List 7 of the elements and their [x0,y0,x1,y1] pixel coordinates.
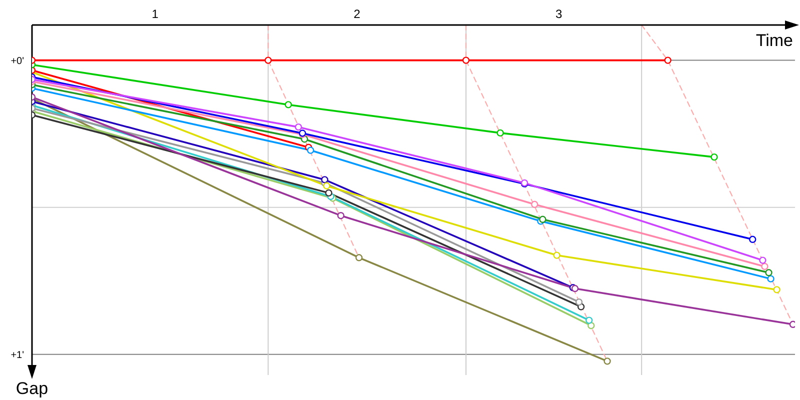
y-tick-label: +0' [10,56,24,67]
x-axis-title: Time [756,31,793,50]
x-tick-label: 3 [555,7,562,21]
x-tick-label: 1 [152,7,159,21]
y-tick-label: +1' [10,350,24,361]
y-axis-title: Gap [16,379,48,398]
x-tick-label: 2 [354,7,361,21]
